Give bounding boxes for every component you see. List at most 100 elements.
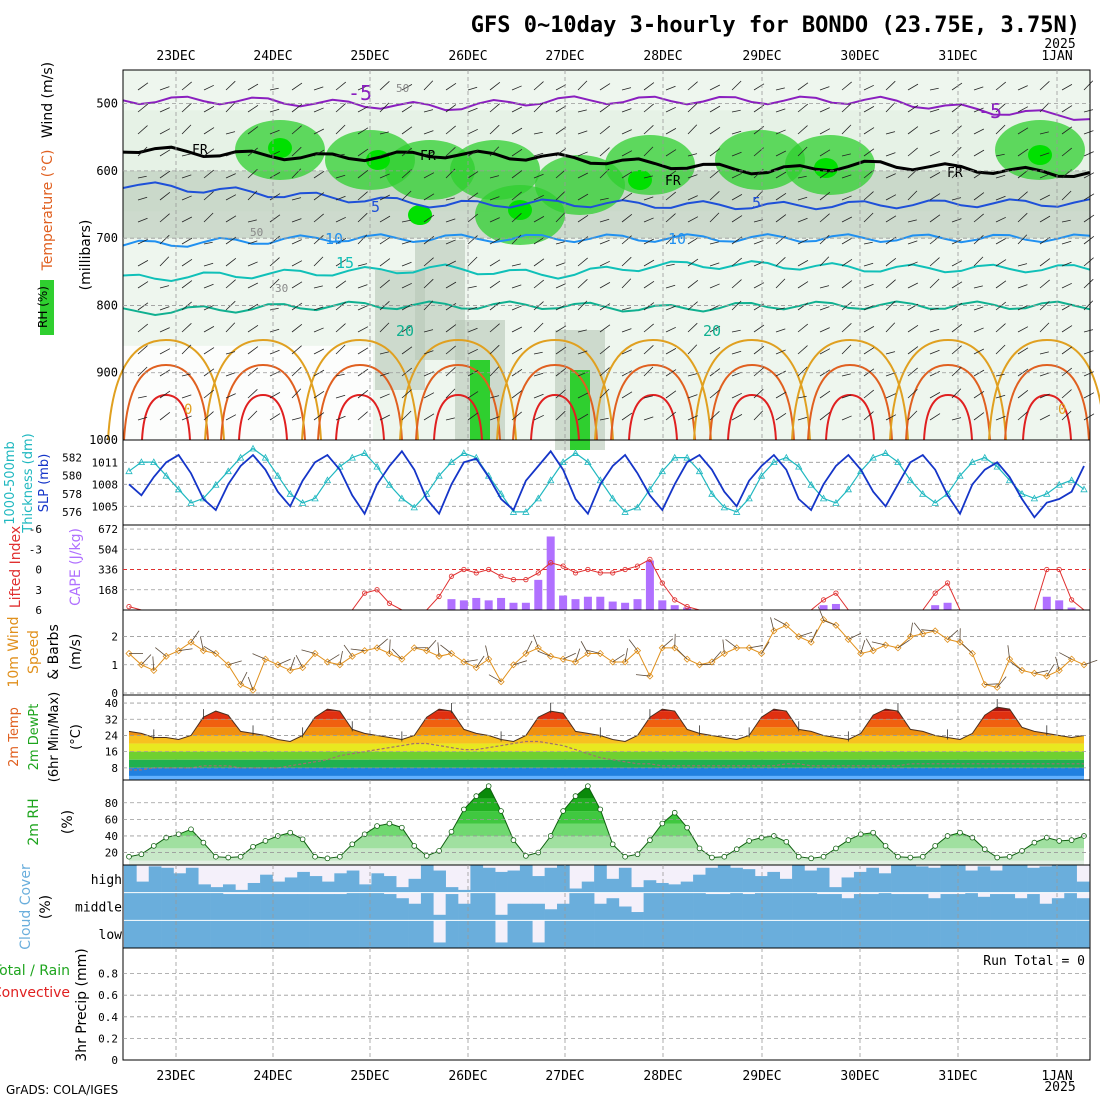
wind-barb — [137, 103, 149, 113]
thickness-point — [348, 453, 356, 461]
wind-speed-point — [770, 627, 778, 635]
wind-barb — [467, 391, 479, 399]
wind-barb — [423, 236, 435, 245]
wind-barb — [533, 216, 545, 223]
cloud-cell-middle — [297, 894, 310, 921]
wind-barb — [731, 215, 743, 223]
wind-barb — [687, 195, 698, 201]
cloud-cell-high — [247, 882, 261, 893]
wind-barb — [1017, 305, 1028, 311]
wind-speed-point — [708, 658, 716, 666]
wind-barb — [929, 328, 940, 333]
thickness-point — [174, 485, 183, 493]
wind-barb-10m — [897, 639, 910, 649]
cloud-cell-low — [124, 920, 137, 948]
temp-band-4 — [129, 775, 1084, 780]
cloud-cell-high — [198, 884, 211, 893]
lifted-point — [1056, 566, 1062, 573]
wind-barb — [863, 347, 875, 355]
cloud-cell-high — [866, 867, 879, 893]
warm-contour-day6-1 — [709, 363, 795, 441]
wind-barb — [533, 237, 545, 245]
wind-barb — [137, 416, 148, 421]
rh-point — [287, 829, 294, 836]
wind-barb — [159, 390, 171, 399]
cape-bar-33 — [534, 579, 543, 610]
rh-point — [411, 843, 418, 849]
wind-barb — [291, 281, 303, 289]
wind-barb — [379, 131, 389, 135]
wind-barb — [995, 124, 1006, 135]
cloud-cell-low — [891, 920, 904, 948]
lifted-ylabel: Lifted Index — [8, 526, 24, 608]
warm-contour-day6-2 — [727, 393, 777, 441]
thickness-point — [460, 449, 468, 456]
wind-barb — [973, 213, 984, 223]
cloud-cell-low — [928, 920, 941, 948]
wind-barb — [291, 125, 302, 135]
lifted-tick-1: -3 — [29, 543, 42, 556]
lifted-point — [374, 587, 380, 593]
wind-barb-10m — [532, 634, 539, 649]
wind-barb — [951, 239, 962, 245]
wind-barb — [1061, 126, 1073, 135]
cloud-cell-low — [297, 920, 310, 948]
top-date-tick-1: 24DEC — [253, 49, 292, 64]
contour-annotation-5: FR — [947, 166, 963, 181]
wind-barb — [599, 125, 611, 135]
cloud-cell-high — [928, 867, 941, 893]
wind-barb — [643, 217, 654, 223]
wind-barb — [159, 306, 170, 311]
upper-ylabel-unit: (millibars) — [78, 220, 94, 291]
precip-ylabel-3: 3hr Precip (mm) — [74, 948, 90, 1061]
cloud-cell-low — [346, 920, 360, 948]
wind-barb — [379, 236, 391, 245]
rh-point — [386, 820, 393, 827]
wind-barb — [687, 373, 698, 377]
wind-barb — [599, 197, 609, 201]
wind-barb — [819, 256, 830, 267]
cloud-cell-low — [1064, 920, 1077, 948]
wind-barb-10m — [628, 639, 638, 651]
cloud-cell-middle — [148, 892, 162, 921]
rh-point — [758, 834, 765, 841]
temp-ylabel-4: (°C) — [69, 724, 84, 750]
wind-barb — [489, 323, 500, 333]
rh-point — [448, 828, 455, 835]
wind-barb — [775, 328, 786, 333]
wind-barb — [489, 82, 501, 91]
wind-speed-point — [621, 658, 629, 666]
wind-barb — [731, 194, 743, 201]
cloud-cell-middle — [643, 892, 657, 921]
wind-barb — [511, 284, 522, 289]
wind-barb — [379, 351, 389, 355]
contour-annotation-17: 50 — [250, 226, 263, 239]
temp-tick-1: 16 — [105, 746, 118, 759]
wind-barb — [863, 241, 873, 245]
rh-point — [845, 837, 852, 843]
thickness-point — [609, 494, 617, 502]
wind-barb — [951, 388, 962, 399]
wind-barb-10m — [996, 676, 1007, 688]
rh-tick-0: 20 — [105, 847, 118, 860]
top-date-tick-9: 1JAN — [1041, 49, 1072, 64]
wind-barb — [1017, 85, 1028, 91]
rh-point — [1006, 853, 1013, 860]
rh-point — [299, 836, 306, 843]
cloud-cell-middle — [309, 894, 323, 921]
wind-barb — [1061, 190, 1072, 201]
rh-point — [870, 829, 876, 836]
wind-barb — [775, 370, 787, 377]
wind-barb — [489, 196, 500, 201]
wind-barb — [643, 103, 654, 113]
wind-barb — [313, 390, 325, 399]
warm-contour-day2-2 — [335, 393, 385, 441]
wind-barb-10m — [580, 641, 589, 654]
wind-barb — [731, 350, 742, 355]
wind-barb — [819, 128, 831, 135]
wind-speed-point — [299, 664, 307, 672]
cape-tick-0: 168 — [98, 584, 118, 597]
wind-barb — [797, 146, 808, 157]
wind-barb — [445, 239, 456, 245]
wind-barb — [533, 194, 544, 201]
